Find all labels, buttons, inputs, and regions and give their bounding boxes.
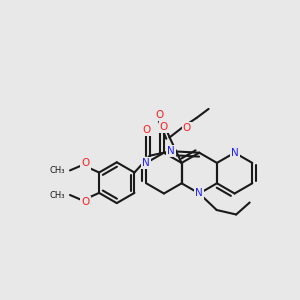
Text: N: N [167, 146, 175, 156]
Text: N: N [231, 148, 239, 158]
Text: O: O [183, 123, 191, 134]
Text: O: O [142, 125, 151, 135]
Text: O: O [160, 122, 168, 132]
Text: O: O [155, 110, 163, 120]
Text: N: N [142, 158, 150, 168]
Text: O: O [82, 197, 90, 207]
Text: CH₃: CH₃ [49, 166, 64, 175]
Text: N: N [195, 188, 203, 199]
Text: O: O [82, 158, 90, 169]
Text: CH₃: CH₃ [49, 190, 64, 200]
